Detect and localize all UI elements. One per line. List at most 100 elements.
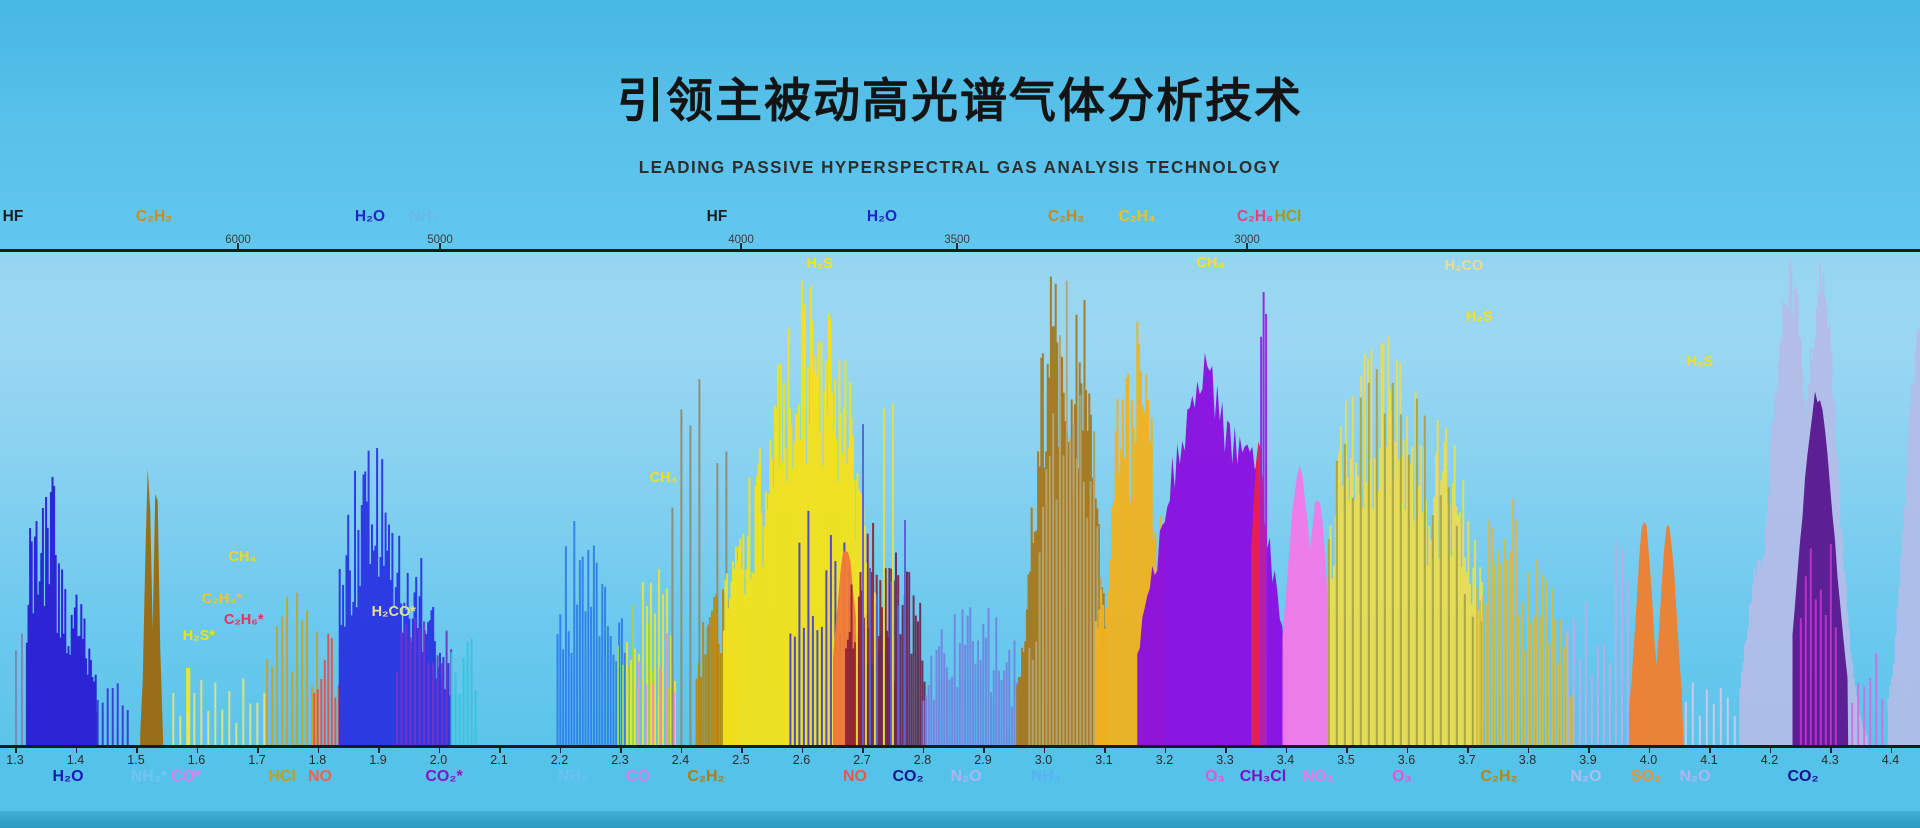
bottom-gas-label-C₂H₂: C₂H₂ [687, 768, 725, 785]
um-tick-mark [499, 748, 501, 753]
bottom-gas-label-CO: CO [626, 768, 650, 785]
top-gas-label-NH₃: NH₃ [409, 208, 439, 225]
band-4 [186, 667, 191, 746]
band-30 [1260, 292, 1268, 746]
um-tick-label: 2.9 [974, 753, 992, 767]
bottom-gas-label-NH₃: NH₃ [1030, 768, 1062, 785]
chart-annotation-CH₄: CH₄ [228, 549, 257, 565]
um-tick-mark [1467, 748, 1469, 753]
um-tick-mark [801, 748, 803, 753]
top-axis-line [0, 249, 1920, 252]
top-gas-label-C₂H₂: C₂H₂ [135, 208, 173, 225]
band-2 [96, 683, 129, 746]
um-tick-mark [378, 748, 380, 753]
top-gas-label-C₂H₆: C₂H₆ [1236, 208, 1274, 225]
um-tick-mark [1769, 748, 1771, 753]
band-33 [1327, 369, 1482, 746]
bottom-gas-label-HCl: HCl [268, 768, 296, 785]
um-tick-mark [257, 748, 259, 753]
bottom-gas-label-H₂O: H₂O [52, 768, 84, 785]
top-gas-label-C₂H₄: C₂H₄ [1118, 208, 1156, 225]
band-H2O [338, 448, 452, 746]
band-H2O [25, 476, 99, 746]
um-tick-label: 1.7 [248, 753, 266, 767]
um-tick-label: 3.8 [1518, 753, 1537, 767]
um-tick-label: 3.7 [1458, 753, 1476, 767]
um-tick-label: 3.5 [1337, 753, 1355, 767]
top-gas-label-H₂O: H₂O [354, 208, 386, 225]
chart-annotation-C₂H₄*: C₂H₄* [201, 591, 242, 607]
bottom-gas-label-NO₂: NO₂ [1302, 768, 1334, 785]
um-tick-label: 3.1 [1095, 753, 1113, 767]
um-tick-label: 1.5 [127, 753, 145, 767]
wavenumber-tick-label: 6000 [225, 234, 251, 246]
top-gas-label-HCl: HCl [1274, 208, 1302, 225]
bottom-teal-strip [0, 811, 1920, 828]
um-tick-mark [559, 748, 561, 753]
um-tick-mark [1709, 748, 1711, 753]
bottom-gas-label-CO₂: CO₂ [1787, 768, 1819, 785]
um-tick-label: 2.3 [611, 753, 629, 767]
um-tick-label: 3.4 [1276, 753, 1295, 767]
bottom-gas-label-NO: NO [308, 768, 332, 785]
top-gas-label-HF: HF [2, 208, 24, 225]
top-gas-label-HF: HF [706, 208, 728, 225]
wavenumber-tick-mark [439, 243, 441, 249]
um-tick-label: 3.3 [1216, 753, 1234, 767]
um-tick-label: 4.3 [1821, 753, 1839, 767]
um-tick-label: 2.8 [913, 753, 932, 767]
bottom-gas-label-C₂H₂: C₂H₂ [1480, 768, 1518, 785]
band-N2O [1684, 682, 1736, 746]
um-tick-label: 3.2 [1155, 753, 1174, 767]
wavenumber-tick-label: 4000 [728, 234, 754, 246]
spectra-chart [15, 260, 1920, 746]
wavenumber-tick-mark [740, 243, 742, 249]
chart-annotation-H₂S*: H₂S* [182, 628, 216, 644]
band-NO2 [1282, 465, 1331, 746]
bottom-gas-label-O₂: O₂ [0, 768, 1, 786]
chart-annotation-CH₄: CH₄ [1196, 255, 1225, 271]
um-tick-label: 1.4 [66, 753, 85, 767]
um-tick-mark [1830, 748, 1832, 753]
um-tick-mark [862, 748, 864, 753]
chart-annotation-H₂CO: H₂CO [1444, 258, 1484, 274]
band-SO2 [1629, 521, 1684, 746]
um-tick-mark [196, 748, 198, 753]
band-NH3 [556, 521, 629, 746]
wavenumber-tick-mark [237, 243, 239, 249]
um-tick-mark [1588, 748, 1590, 753]
um-tick-label: 2.6 [792, 753, 811, 767]
um-tick-label: 3.6 [1397, 753, 1416, 767]
band-26 [1028, 280, 1106, 746]
band-C2H2 [1476, 498, 1575, 746]
band-CO2 [922, 607, 1029, 746]
top-gas-label-C₂H₂: C₂H₂ [1047, 208, 1085, 225]
band-10 [450, 638, 477, 746]
bottom-gas-label-N₂O: N₂O [1570, 768, 1602, 785]
chart-annotation-CH₄: CH₄ [649, 470, 678, 486]
um-tick-mark [1043, 748, 1045, 753]
um-tick-mark [741, 748, 743, 753]
um-tick-label: 4.0 [1639, 753, 1658, 767]
band-CO2 [1887, 328, 1920, 746]
um-tick-mark [1164, 748, 1166, 753]
um-tick-mark [136, 748, 138, 753]
um-tick-mark [1406, 748, 1408, 753]
bottom-gas-label-NO: NO [843, 768, 867, 785]
um-tick-mark [317, 748, 319, 753]
chart-annotation-C₂H₆*: C₂H₆* [223, 612, 264, 628]
um-tick-mark [1225, 748, 1227, 753]
chart-annotation-H₂S: H₂S [1465, 309, 1493, 325]
band-CH3Cl [1137, 352, 1286, 746]
bottom-gas-label-N₂O: N₂O [1679, 768, 1711, 785]
um-tick-mark [1104, 748, 1106, 753]
um-tick-label: 1.9 [369, 753, 387, 767]
band-HCl [266, 592, 319, 746]
wavenumber-tick-mark [1246, 243, 1248, 249]
um-tick-mark [1285, 748, 1287, 753]
um-tick-mark [983, 748, 985, 753]
chart-annotation-H₂S: H₂S [806, 256, 833, 272]
wavenumber-tick-label: 3000 [1234, 234, 1260, 246]
um-tick-label: 2.2 [550, 753, 569, 767]
